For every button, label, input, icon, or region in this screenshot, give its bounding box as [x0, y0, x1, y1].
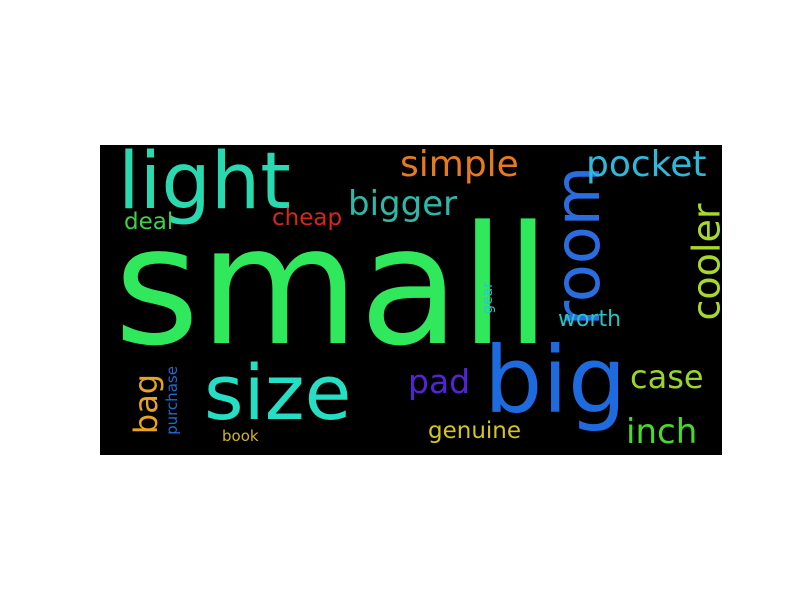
word-small: small — [114, 191, 551, 382]
word-room: room — [541, 165, 615, 327]
word-bigger: bigger — [348, 184, 458, 224]
word-bag: bag — [127, 373, 166, 435]
word-deal: deal — [124, 209, 174, 235]
word-simple: simple — [400, 145, 519, 185]
word-cheap: cheap — [272, 205, 343, 231]
word-cooler: cooler — [684, 203, 722, 321]
word-light: light — [118, 145, 291, 227]
word-purchase: purchase — [162, 366, 181, 435]
word-book: book — [222, 427, 259, 445]
word-worth: worth — [558, 307, 622, 332]
word-gear: gear — [479, 282, 496, 314]
word-genuine: genuine — [428, 418, 522, 444]
word-pocket: pocket — [586, 145, 707, 185]
word-inch: inch — [626, 412, 698, 452]
word-size: size — [204, 348, 352, 437]
word-cloud: small light size big room simple pocket … — [100, 145, 722, 455]
word-pad: pad — [408, 362, 471, 401]
word-case: case — [630, 358, 704, 396]
word-big: big — [484, 327, 627, 434]
